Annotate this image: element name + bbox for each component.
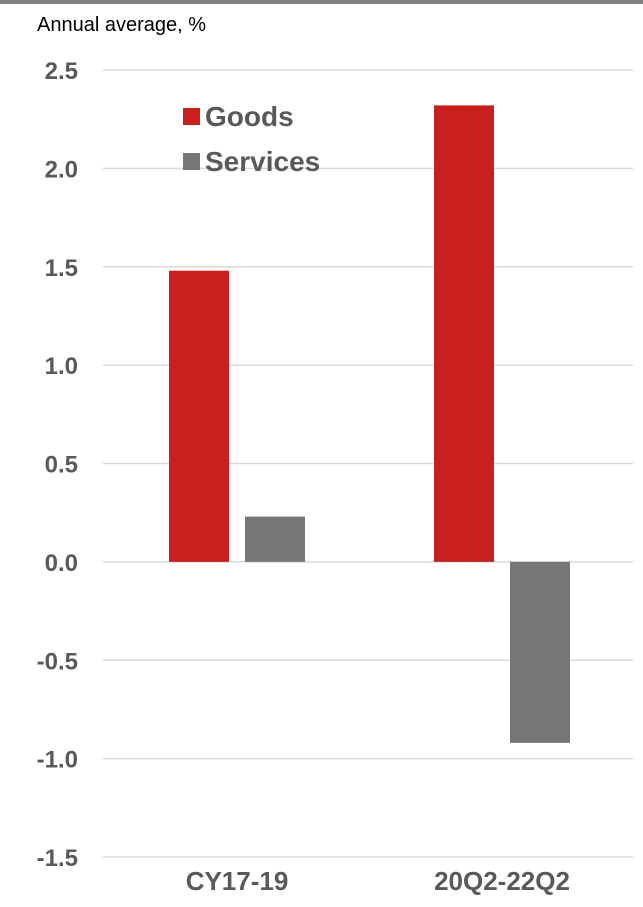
bar-goods-cy17-19 <box>169 270 229 562</box>
legend-label-services: Services <box>205 146 320 177</box>
bar-goods-20q2-22q2 <box>434 105 494 562</box>
y-tick-label: 1.0 <box>45 353 78 380</box>
bars <box>169 105 570 743</box>
y-tick-label: 0.0 <box>45 550 78 577</box>
y-axis-tick-labels: 2.5 2.0 1.5 1.0 0.5 0.0 -0.5 -1.0 -1.5 <box>37 58 78 872</box>
x-axis-category-labels: CY17-19 20Q2-22Q2 <box>186 866 570 896</box>
legend-swatch-goods <box>183 108 200 125</box>
top-rule <box>0 0 643 4</box>
bar-services-20q2-22q2 <box>510 561 570 743</box>
legend-swatch-services <box>183 153 200 170</box>
y-tick-label: 0.5 <box>45 452 78 479</box>
y-tick-label: -0.5 <box>37 648 78 675</box>
legend-label-goods: Goods <box>205 101 294 132</box>
category-label: 20Q2-22Q2 <box>434 866 570 896</box>
unit-label: Annual average, % <box>37 14 207 36</box>
y-tick-label: -1.0 <box>37 747 78 774</box>
y-tick-label: 2.5 <box>45 58 78 85</box>
bar-services-cy17-19 <box>245 516 305 562</box>
y-tick-label: 2.0 <box>45 156 78 183</box>
legend: Goods Services <box>183 101 320 177</box>
category-label: CY17-19 <box>186 866 289 896</box>
y-tick-label: 1.5 <box>45 255 78 282</box>
y-tick-label: -1.5 <box>37 845 78 872</box>
